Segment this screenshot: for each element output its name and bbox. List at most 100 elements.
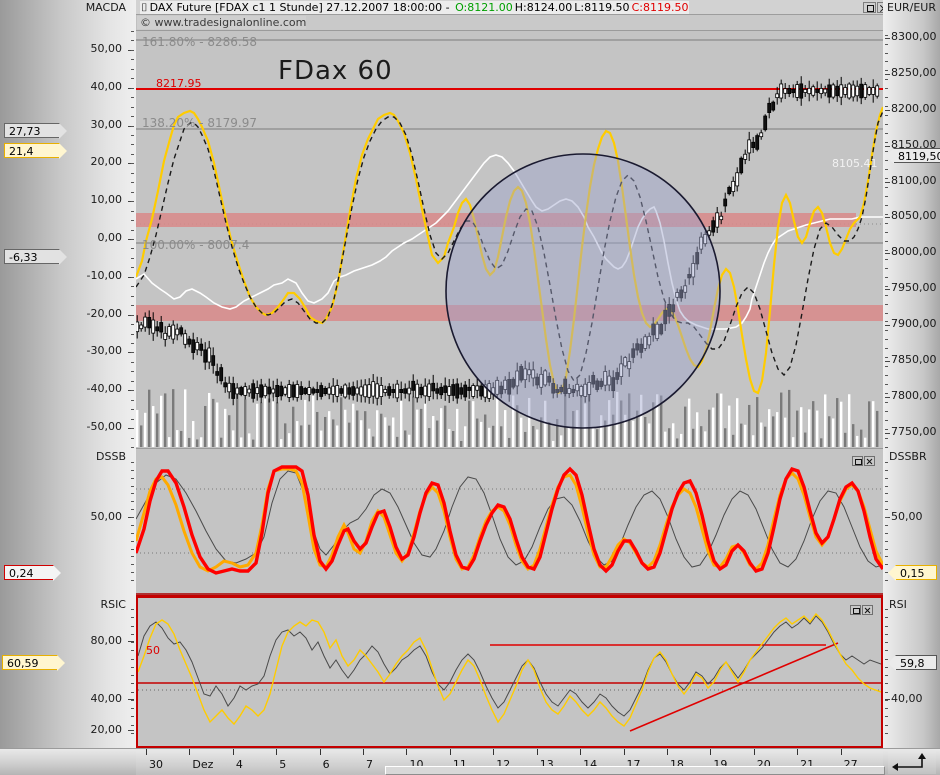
- volume-bar: [512, 395, 515, 447]
- candle-body: [403, 388, 408, 394]
- volume-bars: [136, 389, 879, 447]
- candle-body: [463, 384, 468, 398]
- candle-body: [147, 317, 152, 329]
- volume-bar: [840, 401, 843, 447]
- price-left-tick: 50,00: [90, 41, 123, 55]
- candle-body: [303, 388, 308, 394]
- volume-bar: [864, 437, 867, 447]
- candle-body: [419, 386, 424, 396]
- volume-bar: [824, 394, 827, 447]
- dssb-value-flag: 0,24: [4, 565, 61, 581]
- volume-bar: [808, 409, 811, 447]
- maximize-icon[interactable]: [850, 605, 861, 615]
- volume-bar: [688, 398, 691, 447]
- candle-body: [243, 386, 248, 396]
- volume-bar: [820, 438, 823, 447]
- volume-bar: [736, 398, 739, 447]
- candle-body: [335, 385, 340, 397]
- volume-bar: [280, 439, 283, 447]
- volume-bar: [340, 397, 343, 447]
- candle-body: [367, 384, 372, 398]
- volume-bar: [548, 422, 551, 447]
- volume-bar: [496, 397, 499, 447]
- candle-body: [471, 385, 476, 397]
- volume-bar: [172, 389, 175, 447]
- candle-body: [235, 387, 240, 395]
- candle-body: [739, 157, 744, 174]
- volume-bar: [568, 426, 571, 447]
- price-left-tick: -30,00: [86, 344, 122, 358]
- horizontal-scrollbar[interactable]: [385, 766, 885, 775]
- candle-body: [279, 385, 284, 397]
- open-value: O:8121.00: [454, 1, 514, 14]
- volume-bar: [616, 391, 619, 447]
- candle-body: [795, 84, 800, 98]
- rsi-pane-controls: [849, 600, 877, 615]
- volume-bar: [480, 421, 483, 447]
- price-right-tick: 8100,00: [891, 173, 937, 187]
- candle-body: [267, 386, 272, 395]
- maximize-icon[interactable]: [852, 456, 863, 466]
- volume-bar: [420, 408, 423, 447]
- dss-chart-pane[interactable]: [136, 448, 883, 595]
- volume-bar: [136, 409, 139, 447]
- candle-body: [575, 383, 580, 392]
- volume-bar: [276, 402, 279, 447]
- candle-body: [347, 387, 352, 395]
- candle-body: [655, 323, 660, 339]
- chart-nav-arrow-icon[interactable]: [888, 751, 936, 774]
- volume-bar: [296, 421, 299, 447]
- price-chart-pane[interactable]: 161.80% - 8286.58 138.20% - 8179.97 100.…: [136, 30, 883, 448]
- close-icon[interactable]: [864, 456, 875, 466]
- volume-bar: [600, 415, 603, 447]
- symbol-marker-icon: ⌷: [140, 1, 149, 14]
- volume-bar: [320, 430, 323, 447]
- volume-bar: [760, 422, 763, 447]
- volume-bar: [788, 389, 791, 447]
- candle-body: [151, 319, 156, 334]
- volume-bar: [740, 423, 743, 447]
- candle-body: [327, 387, 332, 395]
- volume-bar: [252, 439, 255, 447]
- candle-body: [627, 361, 632, 370]
- rsic-value-flag: 60,59: [2, 655, 65, 671]
- candle-body: [291, 384, 296, 398]
- volume-bar: [752, 435, 755, 447]
- maximize-icon[interactable]: [863, 2, 876, 13]
- volume-bar: [300, 425, 303, 447]
- candle-body: [363, 384, 368, 398]
- candle-body: [275, 384, 280, 398]
- volume-bar: [580, 394, 583, 447]
- candle-body: [155, 326, 160, 332]
- volume-bar: [868, 401, 871, 447]
- volume-bar: [784, 417, 787, 447]
- candle-body: [299, 386, 304, 395]
- volume-bar: [836, 398, 839, 447]
- price-right-tick: 7900,00: [891, 317, 937, 331]
- volume-bar: [696, 412, 699, 447]
- volume-bar: [432, 416, 435, 447]
- candle-body: [379, 385, 384, 397]
- candle-body: [519, 366, 524, 381]
- volume-bar: [324, 416, 327, 447]
- candle-body: [171, 324, 176, 340]
- candle-body: [559, 386, 564, 393]
- candle-body: [431, 382, 436, 392]
- rsi-chart-pane[interactable]: 50: [136, 595, 883, 748]
- candle-body: [175, 328, 180, 336]
- volume-bar: [756, 397, 759, 447]
- candle-body: [255, 387, 260, 394]
- candle-body: [295, 384, 300, 398]
- candle-body: [451, 384, 456, 396]
- candle-body: [271, 388, 276, 394]
- close-icon[interactable]: [862, 605, 873, 615]
- volume-bar: [624, 414, 627, 447]
- candle-body: [455, 383, 460, 399]
- volume-bar: [328, 411, 331, 447]
- candle-body: [751, 141, 756, 148]
- price-left-tick: -40,00: [86, 382, 122, 396]
- volume-bar: [436, 420, 439, 447]
- volume-bar: [348, 422, 351, 447]
- candle-body: [711, 220, 716, 233]
- date-tick: [189, 749, 191, 755]
